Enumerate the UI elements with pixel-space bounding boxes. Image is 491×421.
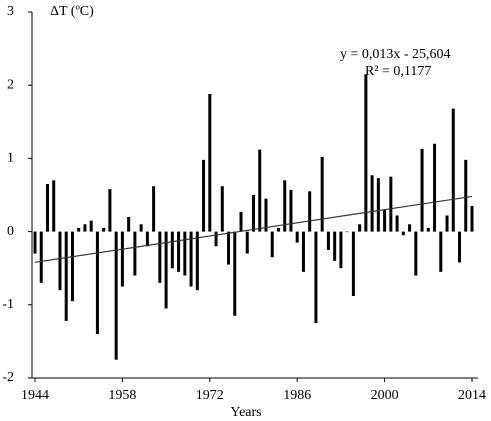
bar xyxy=(170,231,174,269)
bar xyxy=(33,231,37,254)
bar xyxy=(451,108,455,232)
bar xyxy=(395,215,399,232)
bar xyxy=(364,74,368,232)
bar xyxy=(64,231,68,321)
bar xyxy=(164,231,168,309)
bar xyxy=(270,231,274,258)
bar xyxy=(89,220,93,232)
bar xyxy=(102,227,106,232)
x-tick-label: 1944 xyxy=(21,388,49,403)
y-tick-label: 3 xyxy=(7,4,14,19)
bar xyxy=(383,209,387,232)
bar xyxy=(289,189,293,232)
bar xyxy=(58,231,62,291)
x-axis-label: Years xyxy=(230,405,261,420)
x-tick-label: 2000 xyxy=(371,388,399,403)
bar xyxy=(108,189,112,232)
bar xyxy=(333,231,337,261)
bar xyxy=(376,178,380,232)
bar xyxy=(358,224,362,232)
bar xyxy=(214,231,218,247)
bar xyxy=(158,231,162,283)
bar xyxy=(70,231,74,302)
bar xyxy=(195,231,199,291)
x-tick-label: 1958 xyxy=(108,388,136,403)
bar xyxy=(127,216,131,232)
y-tick-label: 0 xyxy=(7,224,14,239)
y-tick-label: 2 xyxy=(7,77,14,92)
bar xyxy=(202,159,206,232)
y-tick-label: -1 xyxy=(2,297,14,312)
trendline xyxy=(34,195,473,263)
bar xyxy=(426,227,430,232)
bar xyxy=(345,231,349,233)
bar xyxy=(295,231,299,243)
bar xyxy=(220,186,224,232)
y-tick-label: 1 xyxy=(7,151,14,166)
bar xyxy=(227,231,231,265)
bar xyxy=(233,231,237,316)
bar xyxy=(370,175,374,232)
bar xyxy=(326,231,330,250)
bar xyxy=(239,211,243,232)
bar xyxy=(152,186,156,232)
bar xyxy=(414,231,418,276)
bar xyxy=(95,231,99,335)
bar xyxy=(264,198,268,232)
x-tick-label: 1986 xyxy=(283,388,311,403)
bar xyxy=(308,191,312,232)
y-axis-label: ΔT (ºC) xyxy=(50,4,94,19)
bar xyxy=(183,231,187,276)
bar xyxy=(283,180,287,232)
bar xyxy=(389,176,393,232)
annotation: y = 0,013x - 25,604 xyxy=(340,47,451,62)
bar xyxy=(39,231,43,283)
bar xyxy=(445,215,449,232)
bar xyxy=(258,149,262,232)
bar xyxy=(351,231,355,297)
bar xyxy=(339,231,343,269)
x-tick-label: 2014 xyxy=(458,388,486,403)
bar xyxy=(139,224,143,232)
bar xyxy=(52,180,56,232)
bar xyxy=(458,231,462,263)
bar xyxy=(464,159,468,232)
bar xyxy=(301,231,305,272)
bar xyxy=(470,205,474,232)
annotation: R² = 0,1177 xyxy=(365,64,431,79)
bar xyxy=(177,231,181,272)
bar xyxy=(401,231,405,236)
bar xyxy=(77,227,81,232)
bar xyxy=(433,143,437,232)
bar xyxy=(276,227,280,232)
bar xyxy=(252,195,255,232)
bar xyxy=(208,93,212,232)
bar xyxy=(245,231,249,254)
bar xyxy=(189,231,193,287)
y-tick-label: -2 xyxy=(2,370,14,385)
bar xyxy=(45,184,49,232)
x-tick-label: 1972 xyxy=(196,388,224,403)
bar xyxy=(120,231,124,287)
bar xyxy=(320,156,324,232)
bar xyxy=(83,224,87,232)
bar xyxy=(314,231,318,324)
bar xyxy=(114,231,118,360)
bar xyxy=(133,231,137,276)
bar xyxy=(439,231,443,272)
bar xyxy=(420,148,424,232)
bar xyxy=(145,231,149,247)
bar xyxy=(408,224,412,232)
